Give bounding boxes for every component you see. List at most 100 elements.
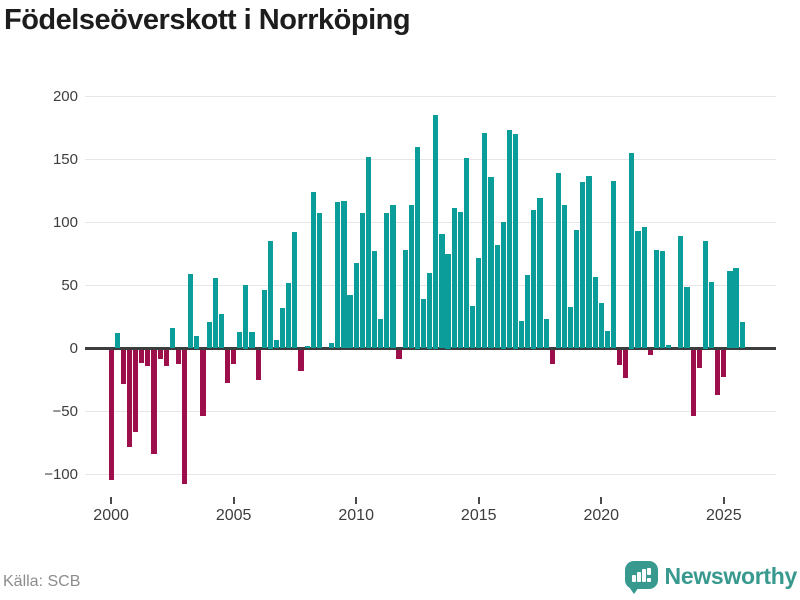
- bar-2019Q1: [574, 229, 580, 349]
- bar-2007Q2: [286, 282, 292, 349]
- bar-2021Q1: [623, 350, 629, 378]
- bar-2005Q2: [237, 332, 243, 349]
- bar-2009Q2: [335, 202, 341, 349]
- x-axis-tick-label: 2005: [215, 507, 252, 524]
- bar-2014Q1: [451, 208, 457, 349]
- bar-2001Q3: [145, 350, 151, 367]
- y-axis-tick-label: 100: [52, 213, 78, 231]
- brand-mini-bar: [636, 572, 641, 582]
- bar-2009Q4: [347, 295, 353, 349]
- bar-2025Q1: [721, 350, 727, 377]
- bar-2018Q3: [561, 204, 568, 349]
- bar-2011Q4: [396, 350, 402, 359]
- bar-2018Q1: [549, 350, 555, 364]
- bar-2021Q2: [629, 152, 635, 349]
- bar-2017Q4: [543, 319, 549, 349]
- bar-2023Q4: [690, 350, 696, 416]
- bar-2001Q2: [139, 350, 145, 363]
- bar-2022Q4: [666, 344, 672, 349]
- bar-2002Q4: [175, 350, 182, 364]
- bar-2004Q4: [224, 350, 231, 383]
- y-axis-tick-label: 200: [52, 87, 78, 105]
- bar-2000Q2: [114, 333, 120, 349]
- y-axis-tick-label: 150: [52, 150, 78, 168]
- bar-2016Q1: [500, 222, 506, 349]
- bar-2017Q3: [537, 198, 543, 349]
- bar-2013Q2: [433, 114, 439, 349]
- bar-2024Q4: [715, 350, 721, 396]
- bar-2005Q1: [231, 350, 237, 364]
- bar-2004Q3: [218, 314, 224, 349]
- bar-2015Q1: [476, 257, 482, 349]
- bar-2015Q2: [482, 132, 488, 349]
- bar-2005Q4: [249, 332, 255, 349]
- bar-2013Q4: [445, 253, 451, 349]
- bar-2016Q2: [506, 130, 512, 349]
- bar-2010Q2: [359, 213, 365, 349]
- x-axis-tick: [355, 497, 358, 504]
- bar-2024Q1: [696, 350, 702, 368]
- bar-2000Q1: [108, 350, 114, 481]
- bar-2003Q3: [194, 335, 200, 349]
- bar-2018Q2: [555, 173, 561, 349]
- bar-2006Q4: [273, 339, 280, 349]
- y-axis-tick-label: 50: [61, 276, 78, 294]
- bar-2002Q1: [157, 350, 163, 359]
- gridline: [85, 221, 776, 223]
- bar-2010Q1: [353, 262, 359, 349]
- x-axis-tick-label: 2010: [338, 507, 374, 524]
- newsworthy-brand: Newsworthy: [624, 561, 797, 594]
- bar-2020Q3: [610, 180, 617, 349]
- bar-2021Q3: [635, 231, 641, 349]
- x-axis-tick-label: 2000: [93, 507, 129, 524]
- bar-2012Q2: [408, 204, 414, 349]
- brand-mini-bar: [641, 569, 646, 582]
- bar-2009Q1: [329, 343, 335, 349]
- bar-2025Q3: [733, 267, 739, 349]
- bar-2001Q4: [151, 350, 157, 454]
- x-axis-tick-label: 2025: [706, 507, 742, 524]
- bar-2016Q3: [512, 133, 519, 349]
- bar-2014Q4: [469, 305, 476, 349]
- zero-line: [85, 347, 776, 350]
- bar-2015Q3: [488, 176, 494, 349]
- bar-2020Q2: [604, 330, 610, 349]
- bar-2010Q3: [365, 156, 372, 349]
- bar-2024Q3: [708, 281, 715, 349]
- bar-2003Q1: [182, 350, 188, 484]
- bar-2014Q2: [457, 212, 463, 349]
- x-axis-tick: [110, 497, 113, 504]
- source-label: Källa: SCB: [3, 573, 81, 590]
- bar-2022Q2: [653, 250, 659, 349]
- bar-2025Q4: [739, 321, 745, 349]
- bar-2012Q3: [414, 146, 421, 349]
- bar-2012Q4: [420, 299, 427, 349]
- bar-2008Q2: [310, 191, 316, 349]
- newsworthy-speech-bubble-chart-icon: [624, 561, 658, 594]
- bar-2008Q3: [316, 213, 322, 349]
- bar-2021Q4: [641, 227, 647, 349]
- bar-2007Q1: [280, 308, 286, 349]
- bar-2013Q1: [427, 272, 433, 349]
- bar-2000Q4: [126, 350, 133, 448]
- x-axis-tick: [600, 497, 603, 504]
- bar-2004Q2: [212, 277, 218, 349]
- gridline: [85, 411, 776, 413]
- bar-2006Q2: [261, 290, 267, 349]
- bar-2008Q1: [304, 345, 310, 349]
- y-axis-tick-label: −50: [52, 403, 78, 421]
- bar-2007Q3: [292, 232, 298, 349]
- bar-2019Q4: [592, 276, 598, 349]
- bar-2003Q4: [200, 350, 206, 416]
- bar-2002Q3: [169, 328, 175, 349]
- x-axis-tick: [722, 497, 725, 504]
- y-axis-tick-label: 0: [69, 340, 78, 357]
- chart-title: Födelseöverskott i Norrköping: [4, 4, 411, 36]
- brand-mini-bar: [631, 575, 636, 582]
- gridline: [85, 158, 776, 160]
- bar-2002Q2: [163, 350, 169, 367]
- bar-2014Q3: [463, 157, 470, 349]
- bar-2025Q2: [727, 271, 733, 349]
- bar-2022Q3: [659, 251, 666, 349]
